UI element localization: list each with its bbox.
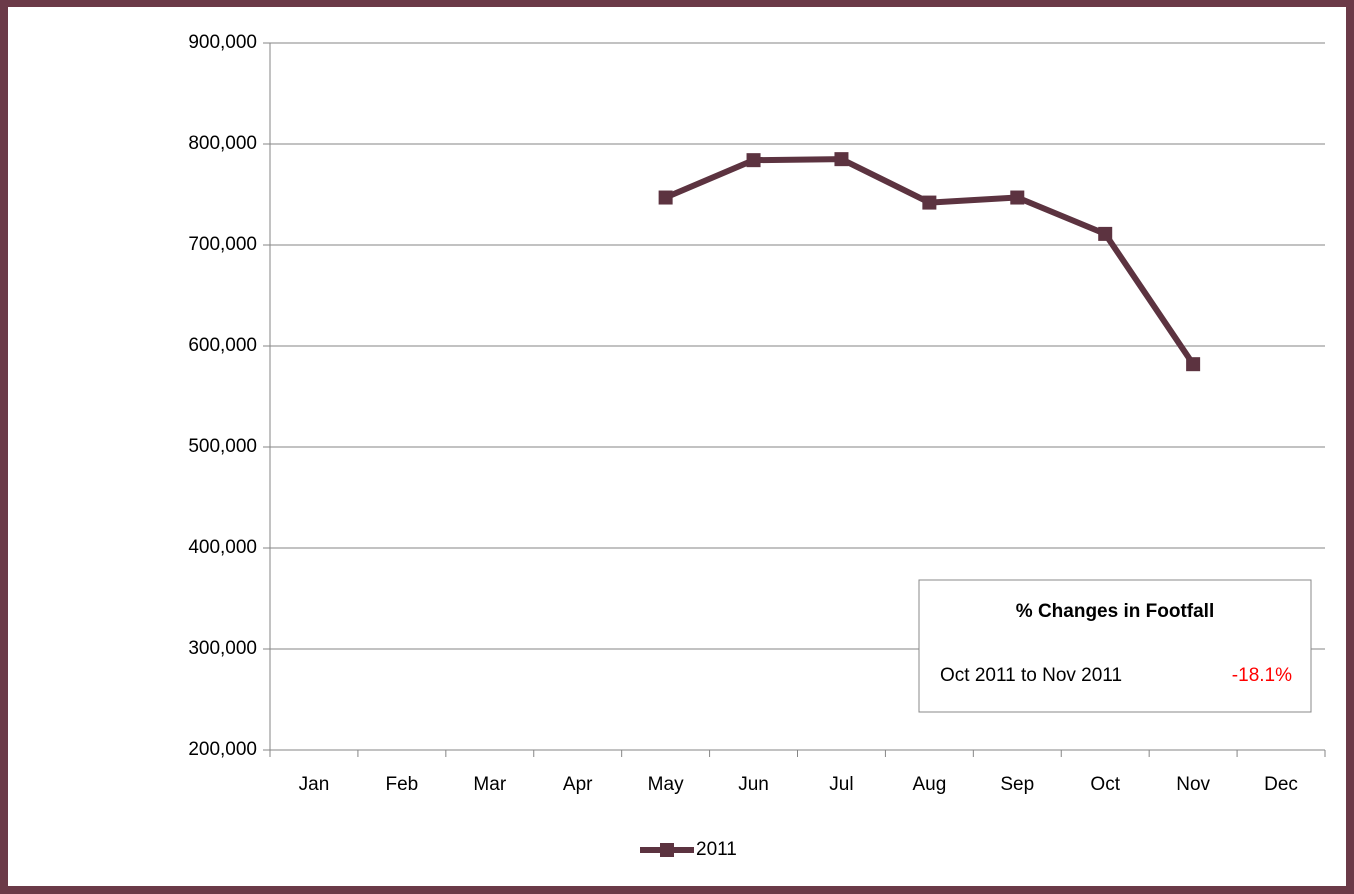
legend-marker [660, 843, 674, 857]
marker [1186, 357, 1201, 372]
y-tick-label: 600,000 [188, 335, 257, 356]
marker [1098, 226, 1113, 241]
x-tick-label: Jul [829, 774, 853, 795]
annotation-frame [918, 579, 1312, 713]
y-tick-label: 500,000 [188, 436, 257, 457]
x-tick-label: Dec [1264, 774, 1298, 795]
y-tick-label: 300,000 [188, 638, 257, 659]
x-tick-label: Feb [386, 774, 419, 795]
x-tick-label: Nov [1176, 774, 1210, 795]
annotation-label: Oct 2011 to Nov 2011 [940, 665, 1122, 686]
plot: 200,000 300,000 400,000 500,000 600,000 700,0… [188, 32, 1326, 860]
x-tick-label: May [648, 774, 684, 795]
marker [746, 153, 761, 168]
annotation-box: % Changes in Footfall Oct 2011 to Nov 20… [918, 579, 1312, 713]
annotation-title: % Changes in Footfall [1016, 601, 1214, 622]
annotation-value: -18.1% [1232, 665, 1292, 686]
x-tick-label: Jan [299, 774, 330, 795]
y-tick-label: 700,000 [188, 234, 257, 255]
x-tick-label: Jun [738, 774, 769, 795]
y-tick-label: 800,000 [188, 133, 257, 154]
x-tick-label: Sep [1000, 774, 1034, 795]
marker [1010, 190, 1025, 205]
x-tick-label: Oct [1090, 774, 1120, 795]
marker [834, 152, 849, 167]
x-tick-label: Aug [912, 774, 946, 795]
y-tick-label: 200,000 [188, 739, 257, 760]
x-tick-label: Mar [473, 774, 506, 795]
y-tick-label: 900,000 [188, 32, 257, 53]
marker [658, 190, 673, 205]
x-tick-label: Apr [563, 774, 593, 795]
marker [922, 195, 937, 210]
legend-label: 2011 [696, 839, 737, 860]
y-tick-label: 400,000 [188, 537, 257, 558]
